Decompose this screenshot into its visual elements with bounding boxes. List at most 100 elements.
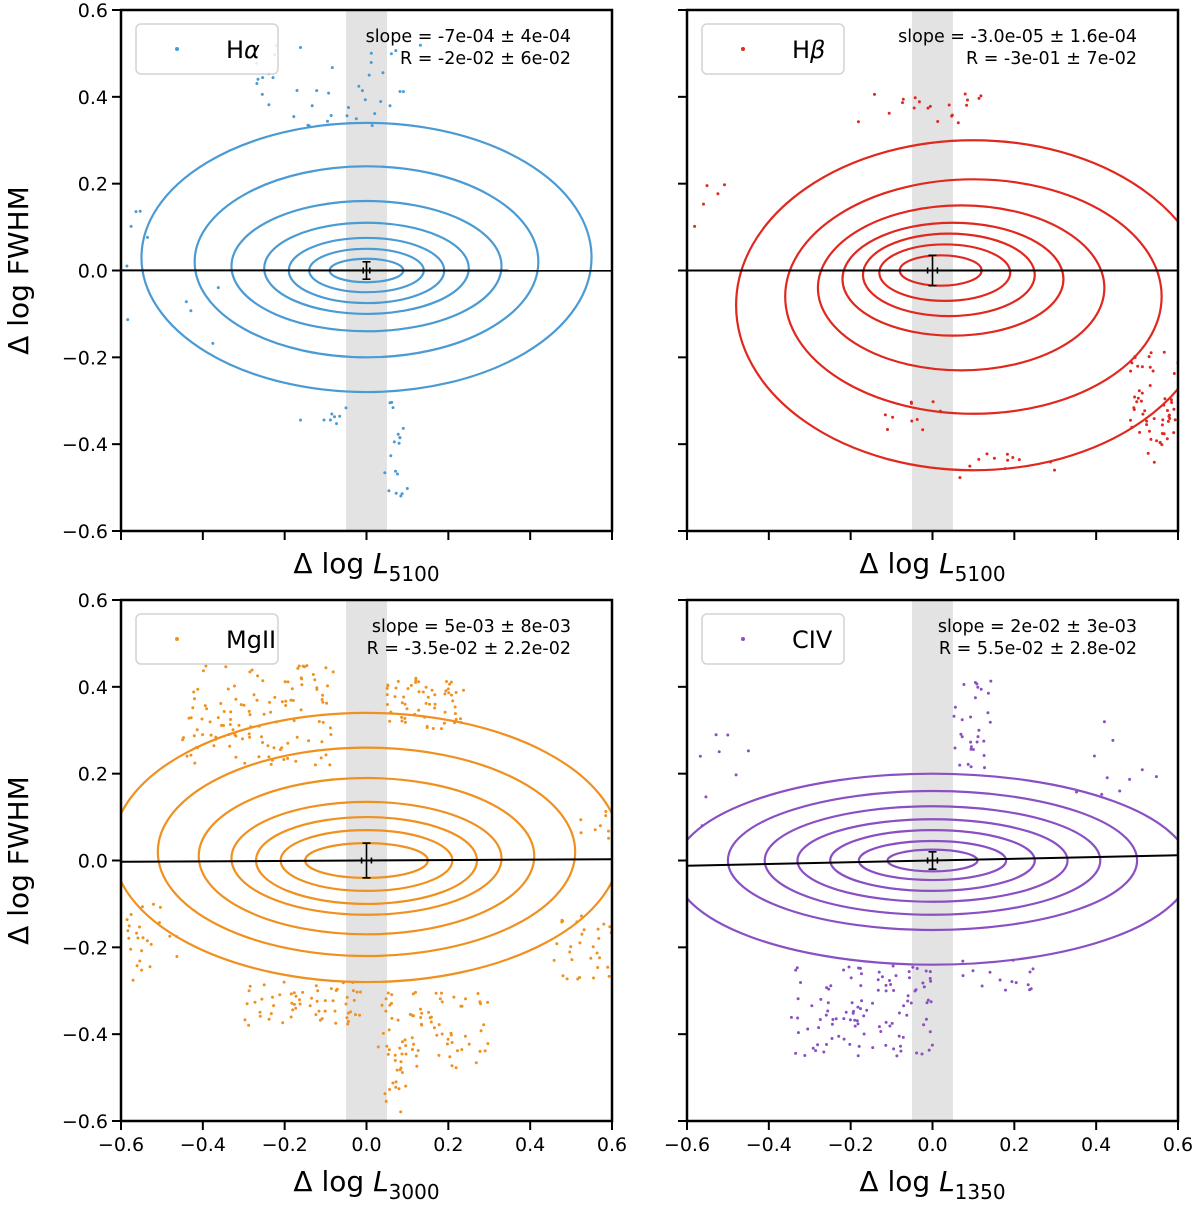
scatter-point (1160, 423, 1164, 427)
scatter-point (424, 685, 428, 689)
scatter-point (233, 684, 236, 688)
scatter-point (418, 43, 422, 47)
y-tick-label: 0.4 (78, 677, 108, 699)
scatter-point (317, 720, 321, 723)
scatter-point (959, 732, 963, 736)
scatter-point (895, 1054, 899, 1058)
scatter-point (248, 984, 252, 988)
scatter-point (138, 925, 141, 929)
scatter-point (219, 702, 223, 705)
scatter-point (400, 1052, 404, 1056)
scatter-point (1137, 389, 1141, 393)
legend: Hα (135, 23, 279, 75)
scatter-point (478, 1049, 482, 1053)
scatter-point (879, 1030, 883, 1033)
scatter-point (314, 1013, 318, 1017)
scatter-point (979, 94, 983, 98)
scatter-point (390, 1016, 394, 1020)
scatter-point (406, 687, 410, 691)
scatter-point (723, 183, 726, 187)
scatter-point (607, 829, 610, 833)
scatter-point (1011, 456, 1015, 459)
scatter-point (437, 1023, 441, 1027)
scatter-point (1149, 351, 1153, 355)
scatter-point (345, 1016, 349, 1020)
scatter-point (746, 749, 750, 753)
scatter-point (399, 1060, 403, 1064)
scatter-point (392, 440, 396, 444)
legend-label: CIV (792, 626, 833, 654)
scatter-point (299, 418, 302, 422)
scatter-point (884, 989, 888, 993)
scatter-point (286, 741, 290, 745)
scatter-point (373, 112, 377, 116)
scatter-point (907, 970, 911, 974)
scatter-point (890, 1021, 894, 1025)
scatter-point (358, 1013, 362, 1017)
scatter-point (308, 1004, 312, 1008)
scatter-point (278, 993, 282, 997)
scatter-point (414, 1054, 418, 1058)
scatter-point (886, 428, 889, 431)
scatter-point (327, 91, 331, 95)
scatter-point (250, 668, 254, 672)
scatter-point (960, 718, 964, 722)
scatter-point (229, 718, 232, 721)
scatter-point (1154, 775, 1158, 779)
scatter-point (328, 726, 332, 730)
scatter-point (947, 103, 951, 107)
contour-level-6 (784, 178, 1163, 415)
scatter-point (284, 704, 288, 707)
scatter-point (822, 1050, 826, 1054)
scatter-point (325, 701, 329, 705)
scatter-point (818, 1018, 822, 1021)
scatter-point (417, 690, 421, 694)
scatter-point (1028, 970, 1032, 974)
scatter-point (255, 698, 259, 702)
x-tick-label: 0.2 (433, 1134, 463, 1156)
scatter-point (901, 97, 905, 101)
legend-label: Hα (226, 36, 260, 64)
y-axis-label: Δ log FWHM (2, 186, 35, 355)
scatter-point (268, 700, 272, 704)
scatter-point (434, 991, 438, 995)
scatter-point (579, 818, 583, 822)
scatter-point (871, 1046, 875, 1050)
scatter-point (417, 708, 421, 712)
scatter-point (294, 1006, 298, 1010)
contour-level-7 (735, 139, 1178, 472)
scatter-point (810, 1004, 814, 1008)
scatter-point (449, 693, 453, 697)
scatter-point (862, 1014, 866, 1018)
scatter-point (474, 1061, 478, 1065)
scatter-point (883, 413, 887, 417)
scatter-point (693, 224, 697, 228)
legend-box (701, 613, 845, 665)
scatter-point (803, 1054, 807, 1057)
scatter-point (385, 703, 389, 706)
scatter-point (445, 1042, 449, 1046)
scatter-point (204, 664, 208, 668)
scatter-point (126, 929, 130, 933)
scatter-point (1141, 412, 1145, 416)
scatter-point (578, 976, 582, 979)
scatter-point (1092, 754, 1096, 758)
scatter-point (580, 932, 584, 936)
scatter-point (926, 998, 930, 1002)
legend: MgII (135, 613, 279, 665)
plot-area (687, 10, 1178, 531)
scatter-point (988, 720, 992, 724)
scatter-point (205, 707, 209, 711)
y-tick-label: 0.4 (78, 87, 108, 109)
scatter-point (438, 997, 442, 1001)
scatter-point (464, 997, 467, 1001)
scatter-point (1028, 988, 1032, 992)
scatter-point (400, 719, 404, 723)
scatter-point (850, 1001, 854, 1005)
scatter-point (596, 927, 600, 931)
scatter-point (897, 1034, 901, 1038)
scatter-point (396, 472, 399, 476)
scatter-point (296, 666, 300, 670)
x-tick-label: 0.0 (917, 1134, 947, 1156)
scatter-point (953, 746, 957, 750)
